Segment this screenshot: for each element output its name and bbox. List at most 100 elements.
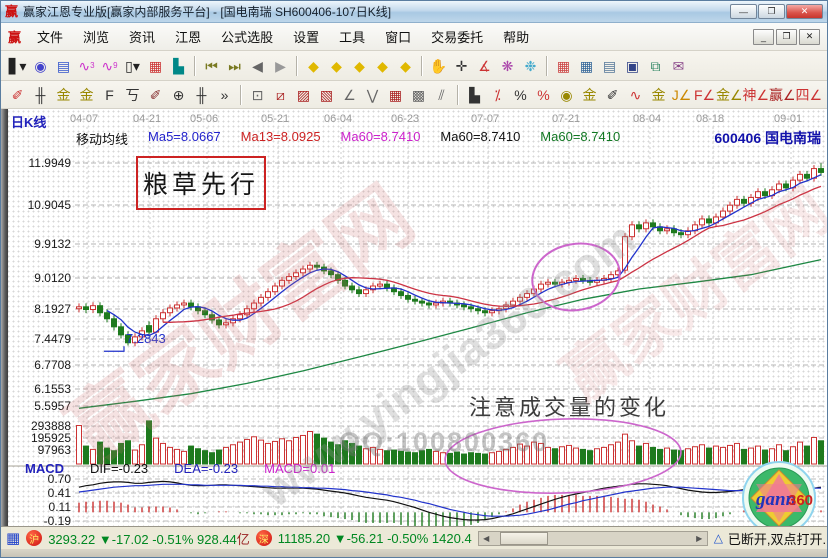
net-box-icon[interactable]: ▧ — [319, 86, 334, 103]
menu-item-help[interactable]: 帮助 — [503, 30, 530, 45]
date-tick: 07-07 — [471, 113, 500, 125]
date-tick: 05-06 — [190, 113, 219, 125]
gann-wheel-icon[interactable]: ❋ — [501, 57, 514, 74]
wave-9-icon[interactable]: ∿ 9 — [101, 57, 118, 74]
volume-profile-icon[interactable]: ▙ — [173, 57, 184, 74]
chart-panel[interactable]: gann 360 日K线 04-07 04-21 05-06 05-21 06-04 06-… — [1, 109, 828, 526]
axis-label: 11.9949 — [28, 156, 72, 170]
red-grid-icon[interactable]: ▦ — [388, 86, 403, 103]
pencil2-tool-icon[interactable]: ✐ — [149, 86, 162, 103]
calendar-icon[interactable]: ▦ — [556, 57, 571, 74]
gold-angle-icon[interactable]: 金∠ — [715, 86, 743, 103]
gann-box-icon[interactable]: ▦ — [148, 57, 163, 74]
candle-tool-icon[interactable]: ▯▾ — [125, 57, 140, 74]
box-tool-icon[interactable]: ⊡ — [251, 86, 264, 103]
f-fence-icon[interactable]: F — [105, 86, 114, 103]
circle-grid-icon[interactable]: ⊕ — [172, 86, 185, 103]
annotation-ellipse-price[interactable] — [527, 237, 625, 317]
scrollbar-thumb[interactable] — [499, 531, 548, 545]
restore-button[interactable]: ❐ — [758, 4, 785, 19]
menu-item-news[interactable]: 资讯 — [129, 30, 156, 45]
gann-diamond-left-icon[interactable]: ◆ — [308, 57, 319, 74]
app-logo-icon: 赢 — [5, 4, 19, 19]
scroll-right-icon[interactable]: ▶ — [696, 533, 703, 543]
date-tick: 09-01 — [774, 113, 803, 125]
symbol-code: 600406 — [714, 130, 762, 146]
minimize-button[interactable]: — — [730, 4, 757, 19]
share-icon[interactable]: ⧉ — [650, 57, 661, 74]
pencil-tool-icon[interactable]: ✐ — [11, 86, 24, 103]
j-angle-icon[interactable]: J∠ — [671, 86, 692, 103]
gann-diamond-expand-icon[interactable]: ◆ — [354, 57, 365, 74]
quote-table-icon[interactable]: ▦ — [6, 529, 21, 547]
menu-item-settings[interactable]: 设置 — [293, 30, 320, 45]
fence-tool-icon[interactable]: ╫ — [35, 86, 46, 103]
mdi-close-button[interactable]: ✕ — [799, 28, 820, 45]
gann-diamond-center-icon[interactable]: ◆ — [400, 57, 411, 74]
gold-fence2-icon[interactable]: 金 — [79, 86, 94, 103]
menu-item-file[interactable]: 文件 — [37, 30, 64, 45]
gann-diamond-shrink-icon[interactable]: ◆ — [377, 57, 388, 74]
fan-lines-icon[interactable]: ⧄ — [276, 86, 285, 103]
more-tools-chevron[interactable]: » — [220, 86, 229, 103]
connection-status[interactable]: △ 已断开,双点打开. — [713, 531, 827, 547]
v-lines-icon[interactable]: ⋁ — [366, 86, 379, 103]
down-arrow-icon: ▼ — [98, 531, 112, 547]
annotation-volume-note[interactable]: 注意成交量的变化 — [469, 395, 670, 420]
angle-measure-icon[interactable]: ∡ — [478, 57, 491, 74]
dense-grid-icon[interactable]: ▩ — [411, 86, 426, 103]
slash-lines-icon[interactable]: ⫽ — [438, 86, 445, 103]
shen-angle-icon[interactable]: 神∠ — [742, 86, 770, 103]
gold-fence-icon[interactable]: 金 — [56, 86, 71, 103]
mail-icon[interactable]: ✉ — [672, 57, 685, 74]
close-button[interactable]: ✕ — [786, 4, 823, 19]
hand-tool-icon[interactable]: ✋ — [429, 57, 448, 74]
mdi-minimize-button[interactable]: _ — [753, 28, 774, 45]
brush-line-icon[interactable]: ✐ — [606, 86, 619, 103]
axis-label: 97963 — [37, 443, 71, 457]
prev-bar-icon[interactable]: ◀ — [252, 57, 263, 74]
save-icon[interactable]: ▣ — [625, 57, 640, 74]
calculator-icon[interactable]: ▦ — [579, 57, 594, 74]
angle-lines-icon[interactable]: ∠ — [343, 86, 356, 103]
horizontal-scrollbar[interactable]: ◀ ▶ — [477, 530, 708, 546]
annotation-text-box[interactable]: 粮草先行 — [136, 156, 266, 210]
gold-line-icon[interactable]: 金 — [582, 86, 597, 103]
notebook-icon[interactable]: ▤ — [602, 57, 617, 74]
info-panel-icon[interactable]: ▤ — [56, 57, 71, 74]
ying-angle-icon[interactable]: 赢∠ — [768, 86, 796, 103]
first-page-icon[interactable]: ⏮ — [205, 57, 218, 74]
cost-distribution-icon[interactable]: ◉ — [34, 57, 47, 74]
menu-item-browse[interactable]: 浏览 — [83, 30, 110, 45]
hist-tool-icon[interactable]: ▙ — [469, 86, 480, 103]
next-bar-icon[interactable]: ▶ — [275, 57, 286, 74]
axis-label: 6.1553 — [34, 382, 71, 396]
fence3-tool-icon[interactable]: ╫ — [196, 86, 207, 103]
scroll-left-icon[interactable]: ◀ — [483, 533, 490, 543]
wave-tool-icon[interactable]: ∿ — [629, 86, 642, 103]
menu-item-tools[interactable]: 工具 — [339, 30, 366, 45]
kline-style-icon[interactable]: ▋▾ — [8, 57, 27, 74]
percent-icon[interactable]: % — [514, 86, 527, 103]
menu-item-formula-picker[interactable]: 公式选股 — [221, 30, 274, 45]
percent-line-icon[interactable]: % — [537, 86, 550, 103]
gold-wave-icon[interactable]: 金 — [651, 86, 666, 103]
si-angle-icon[interactable]: 四∠ — [795, 86, 823, 103]
fan-box-icon[interactable]: ▨ — [296, 86, 311, 103]
menu-item-window[interactable]: 窗口 — [385, 30, 412, 45]
last-page-icon[interactable]: ⏭ — [228, 57, 241, 74]
crosshair-tool-icon[interactable]: ✛ — [455, 57, 468, 74]
cloud-analysis-icon[interactable]: ❉ — [524, 57, 537, 74]
zone-percent-icon[interactable]: ⁒ — [494, 86, 501, 103]
hook-tool-icon[interactable]: 丂 — [125, 86, 140, 103]
wave-3-icon[interactable]: ∿ 3 — [78, 57, 95, 74]
annotation-ellipse-volume[interactable] — [444, 415, 682, 497]
f-angle-icon[interactable]: F∠ — [693, 86, 716, 103]
menu-item-gann[interactable]: 江恩 — [175, 30, 202, 45]
antenna-icon: △ — [713, 531, 723, 545]
mdi-restore-button[interactable]: ❐ — [776, 28, 797, 45]
menu-item-trade[interactable]: 交易委托 — [431, 30, 484, 45]
gold-circle-icon[interactable]: ◉ — [560, 86, 573, 103]
gann-diamond-right-icon[interactable]: ◆ — [331, 57, 342, 74]
